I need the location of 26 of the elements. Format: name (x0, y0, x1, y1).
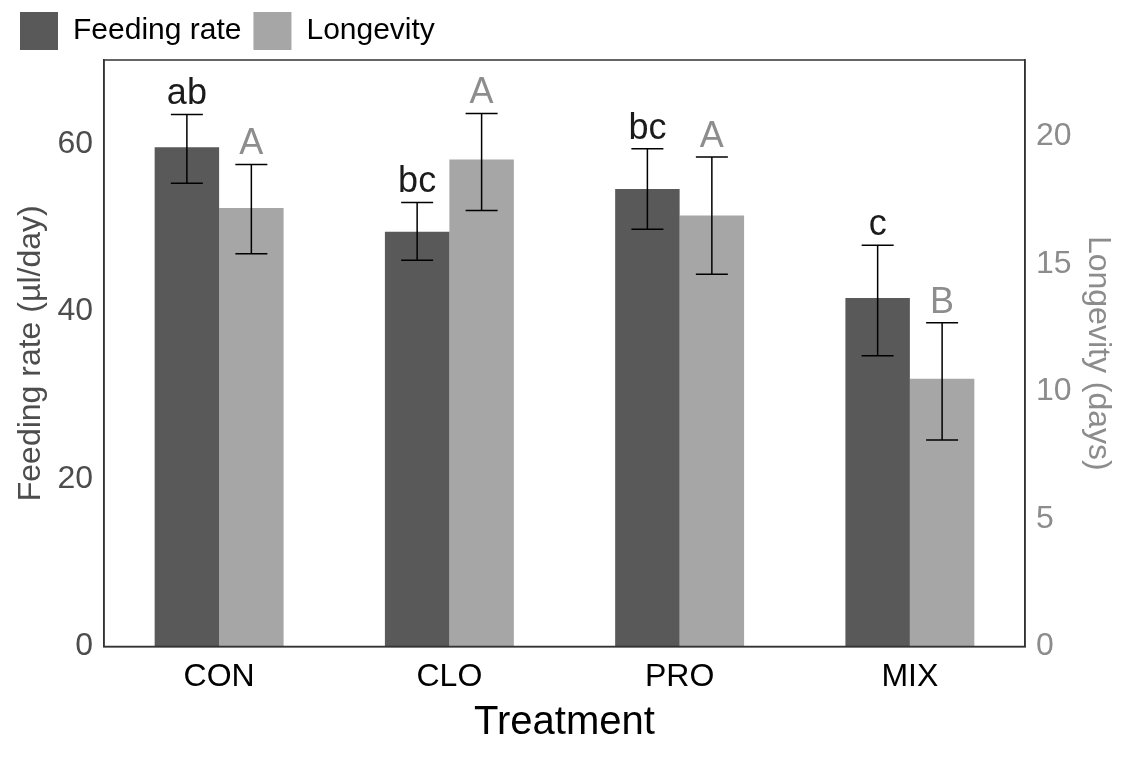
data-label: c (868, 202, 887, 244)
data-label: A (469, 70, 494, 112)
data-label: A (239, 121, 264, 163)
y2-tick-label: 15 (1036, 243, 1072, 280)
data-label: bc (628, 105, 667, 147)
x-tick-label: CLO (416, 656, 483, 693)
y-tick-label: 40 (57, 291, 93, 328)
y-tick-label: 60 (57, 123, 93, 160)
x-tick-label: PRO (644, 656, 715, 693)
x-axis-title: Treatment (474, 698, 655, 743)
y2-tick-label: 20 (1036, 116, 1072, 153)
x-tick-label: MIX (881, 656, 939, 693)
legend-label: Longevity (306, 12, 435, 46)
y2-tick-label: 5 (1036, 498, 1054, 535)
y2-tick-label: 0 (1036, 626, 1054, 663)
y2-axis-title: Longevity (days) (1081, 235, 1118, 471)
data-label: A (699, 113, 724, 155)
legend-label: Feeding rate (73, 12, 242, 46)
data-label: ab (166, 71, 207, 113)
y-tick-label: 0 (75, 626, 93, 663)
data-label: bc (398, 159, 437, 201)
y-axis-title: Feeding rate (µl/day) (11, 205, 48, 502)
y-tick-label: 20 (57, 458, 93, 495)
data-label: B (930, 279, 955, 321)
x-tick-label: CON (183, 656, 255, 693)
y2-tick-label: 10 (1036, 371, 1072, 408)
